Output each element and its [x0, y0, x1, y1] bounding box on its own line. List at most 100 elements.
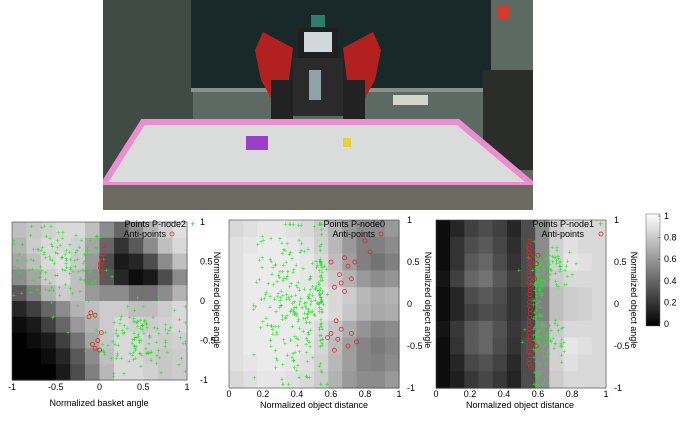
data-point: + — [535, 381, 539, 388]
y-tick-label: -0.5 — [407, 341, 423, 351]
data-point: + — [285, 275, 289, 282]
data-point: + — [556, 284, 560, 291]
data-point: + — [260, 297, 264, 304]
heatmap-cell — [591, 270, 607, 288]
data-point: + — [534, 308, 538, 315]
x-tick-label: 0.4 — [498, 389, 511, 399]
data-point: + — [268, 257, 272, 264]
data-point: + — [282, 275, 286, 282]
data-point: + — [291, 270, 295, 277]
data-point: + — [319, 242, 323, 249]
data-point: + — [557, 328, 561, 335]
heatmap-cell — [143, 253, 159, 270]
data-point: + — [289, 294, 293, 301]
data-point: + — [320, 336, 324, 343]
heatmap-cell — [172, 253, 188, 270]
heatmap-cell — [591, 371, 607, 389]
heatmap-cell — [243, 304, 258, 322]
heatmap-cell — [549, 304, 565, 322]
data-point: + — [547, 277, 551, 284]
colorbar-gradient — [645, 213, 661, 327]
heatmap-cell — [314, 320, 329, 339]
heatmap-cell — [577, 220, 593, 238]
x-ticks-pnode1: 0 0.2 0.4 0.6 0.8 1 — [433, 389, 608, 399]
data-point: + — [302, 287, 306, 294]
data-point: + — [58, 243, 62, 250]
data-point: + — [291, 307, 295, 314]
data-point: + — [78, 276, 82, 283]
data-point: + — [304, 300, 308, 307]
heatmap-cell — [99, 222, 115, 239]
heatmap-cell — [12, 269, 28, 286]
data-point: + — [300, 305, 304, 312]
data-point: + — [140, 353, 144, 360]
anti-point — [92, 312, 98, 318]
heatmap-cell — [12, 364, 28, 381]
data-point: + — [534, 263, 538, 270]
data-point: + — [30, 266, 34, 273]
data-point: + — [77, 269, 81, 276]
data-point: + — [315, 264, 319, 271]
anti-point — [352, 259, 358, 265]
data-point: + — [539, 293, 543, 300]
heatmap-cell — [285, 287, 301, 305]
data-point: + — [64, 256, 68, 263]
anti-point — [335, 336, 341, 342]
heatmap-cell — [99, 269, 115, 286]
data-point: + — [307, 340, 311, 347]
heatmap-cell — [243, 371, 258, 389]
data-point: + — [308, 277, 312, 284]
data-point: + — [166, 331, 170, 338]
data-point: + — [554, 278, 558, 285]
data-point: + — [81, 268, 85, 275]
data-point: + — [544, 340, 548, 347]
data-point: + — [111, 339, 115, 346]
data-point: + — [133, 347, 137, 354]
heatmap-cell — [549, 320, 565, 339]
heatmap-cell — [577, 236, 593, 255]
legend-anti-marker-pnode2 — [169, 231, 175, 237]
data-point: + — [83, 278, 87, 285]
data-point: + — [541, 323, 545, 330]
heatmap-cell — [243, 270, 258, 288]
x-tick-label: 1 — [184, 382, 189, 392]
heatmap-cell — [492, 337, 508, 355]
heatmap-cell — [535, 236, 550, 255]
heatmap-cell — [314, 371, 329, 389]
data-point: + — [543, 342, 547, 349]
data-point: + — [535, 335, 539, 342]
heatmap-cell — [314, 304, 329, 322]
data-point: + — [137, 351, 141, 358]
robot-head-sensor — [311, 15, 325, 27]
data-point: + — [264, 289, 268, 296]
heatmap-cell — [172, 285, 188, 302]
data-point: + — [145, 350, 149, 357]
data-point: + — [274, 365, 278, 372]
data-point: + — [304, 374, 308, 381]
data-point: + — [551, 336, 555, 343]
data-point: + — [293, 365, 297, 372]
heatmap-cell — [464, 371, 480, 389]
heatmap-cell — [271, 337, 287, 355]
data-point: + — [319, 332, 323, 339]
data-point: + — [292, 310, 296, 317]
data-point: + — [177, 362, 181, 369]
heatmap-cell — [70, 348, 86, 365]
data-point: + — [130, 340, 134, 347]
data-point: + — [71, 291, 75, 298]
data-point: + — [279, 288, 283, 295]
data-point: + — [289, 250, 293, 257]
data-point: + — [283, 341, 287, 348]
data-point: + — [295, 336, 299, 343]
data-point: + — [144, 351, 148, 358]
data-point: + — [535, 314, 539, 321]
data-point: + — [284, 296, 288, 303]
data-point: + — [561, 325, 565, 332]
data-point: + — [301, 266, 305, 273]
data-point: + — [104, 267, 108, 274]
heatmap-cell — [157, 269, 174, 286]
data-point: + — [534, 358, 538, 365]
anti-point — [527, 238, 533, 244]
data-point: + — [553, 271, 557, 278]
data-point: + — [535, 271, 539, 278]
